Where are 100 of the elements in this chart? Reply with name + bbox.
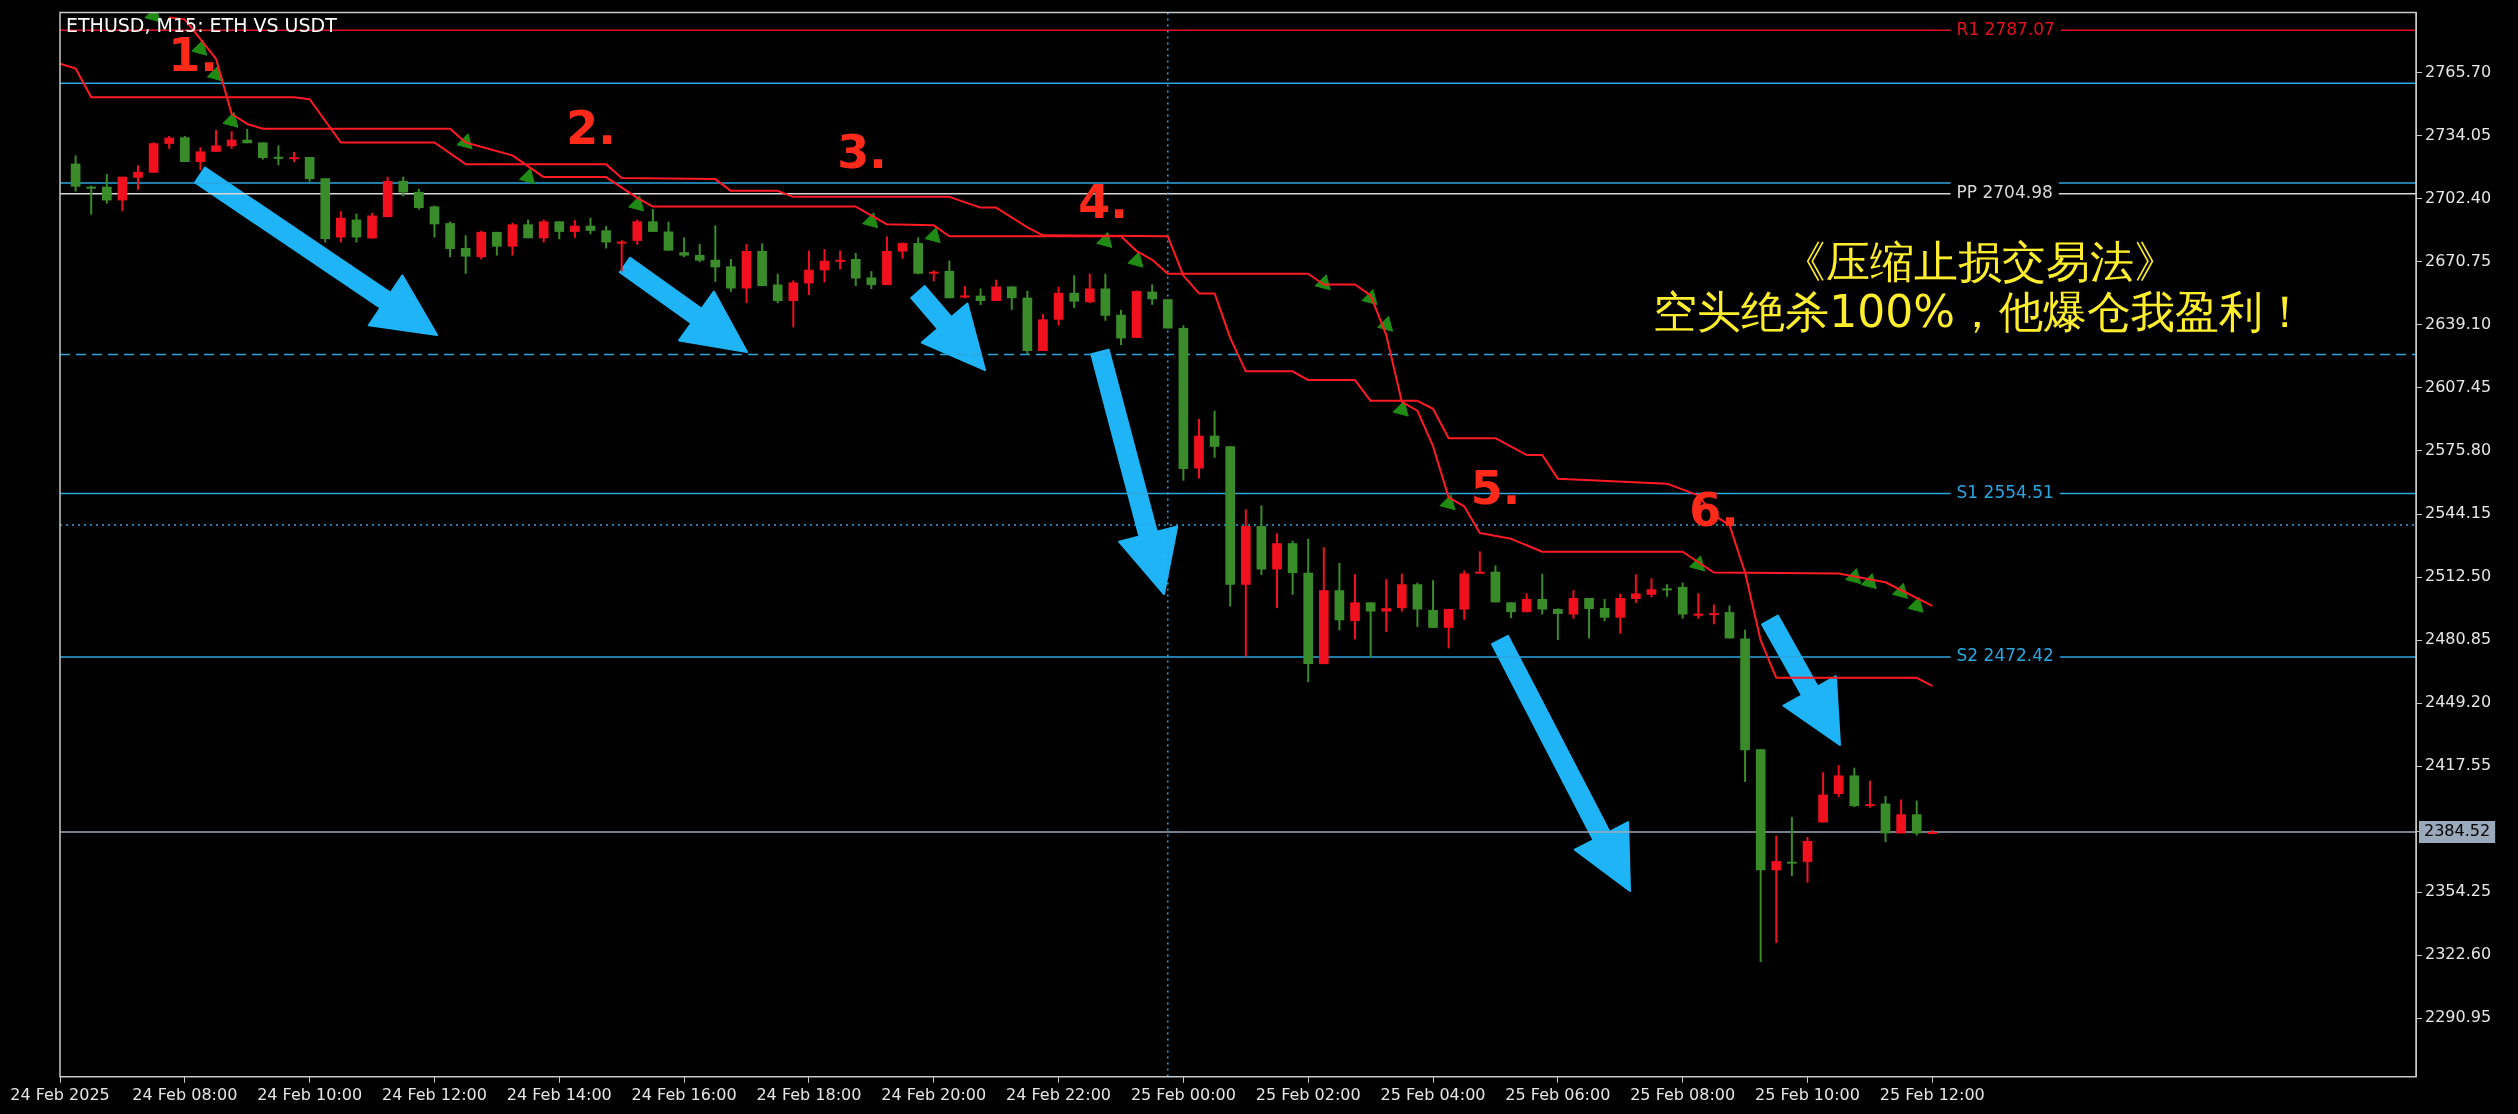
candlestick <box>1568 589 1579 620</box>
candlestick <box>1833 764 1844 799</box>
candlestick <box>679 236 689 259</box>
y-tick-label: 2512.50 <box>2425 566 2492 586</box>
candlestick <box>1709 603 1719 626</box>
candlestick <box>336 210 346 244</box>
y-tick-label: 2702.40 <box>2425 187 2492 207</box>
point <box>1096 231 1113 248</box>
candlestick <box>601 224 611 250</box>
y-tick-label: 2417.55 <box>2425 755 2492 775</box>
candlestick <box>788 279 799 329</box>
point <box>222 111 239 128</box>
candlestick <box>648 207 658 233</box>
candlestick <box>1365 601 1376 659</box>
candlestick <box>273 144 284 167</box>
candlestick <box>710 224 721 283</box>
candlestick <box>429 204 440 239</box>
candlestick <box>304 156 315 183</box>
candlestick <box>1428 579 1438 629</box>
ref-line-label: S2 2472.42 <box>1956 645 2054 666</box>
y-tick-label: 2322.60 <box>2425 944 2492 964</box>
candlestick <box>694 243 705 264</box>
ref-line-label: PP 2704.98 <box>1956 182 2053 203</box>
candlestick <box>1615 592 1626 635</box>
x-tick-label: 25 Feb 08:00 <box>1630 1084 1736 1104</box>
point <box>1907 596 1924 613</box>
candlestick <box>101 173 112 205</box>
y-tick-label: 2734.05 <box>2425 124 2492 144</box>
x-tick-label: 24 Feb 10:00 <box>257 1084 363 1104</box>
candlestick <box>1006 285 1017 311</box>
candlestick <box>1896 798 1906 835</box>
candlestick <box>726 257 736 293</box>
x-tick-label: 24 Feb 2025 <box>10 1084 110 1104</box>
candlestick <box>804 249 814 297</box>
candlestick <box>1771 834 1782 945</box>
candlestick <box>1084 272 1095 305</box>
x-tick-label: 25 Feb 12:00 <box>1879 1084 1985 1104</box>
candlestick <box>1599 597 1610 623</box>
annotation: 3. <box>837 124 887 179</box>
y-tick-label: 2607.45 <box>2425 377 2492 397</box>
x-tick-label: 25 Feb 00:00 <box>1130 1084 1236 1104</box>
annotation: 《压缩止损交易法》 <box>1782 236 2179 288</box>
candlestick <box>835 249 845 271</box>
annotation: 2. <box>566 100 616 155</box>
candlestick <box>1443 607 1454 650</box>
candlestick <box>414 187 424 211</box>
candlestick <box>538 218 549 244</box>
candlestick <box>1693 592 1704 620</box>
point <box>924 227 941 244</box>
point <box>1439 494 1456 511</box>
candlestick <box>772 272 783 305</box>
x-tick-label: 25 Feb 10:00 <box>1755 1084 1860 1104</box>
y-tick-label: 2480.85 <box>2425 629 2492 649</box>
candlestick <box>1147 283 1158 306</box>
candlestick <box>850 252 861 288</box>
candlestick <box>1537 572 1548 616</box>
ref-line-label: S1 2554.51 <box>1956 481 2054 502</box>
candlestick <box>1631 573 1641 604</box>
x-tick-label: 24 Feb 16:00 <box>631 1084 737 1104</box>
candlestick <box>1911 799 1922 837</box>
annotation: 空头绝杀100%，他爆仓我盈利！ <box>1653 286 2308 338</box>
candlestick <box>195 146 206 172</box>
candlestick <box>1069 274 1080 310</box>
y-tick-label: 2354.25 <box>2425 881 2492 901</box>
candlestick <box>1802 835 1813 884</box>
y-tick-label: 2290.95 <box>2425 1007 2492 1027</box>
x-tick-label: 24 Feb 22:00 <box>1006 1084 1112 1104</box>
candlestick <box>663 220 674 252</box>
candlestick <box>117 175 128 213</box>
point <box>1392 400 1409 417</box>
candlestick <box>616 239 627 273</box>
candlestick <box>1865 779 1875 809</box>
x-tick-label: 25 Feb 04:00 <box>1380 1084 1486 1104</box>
candlestick <box>1381 578 1392 633</box>
point <box>1127 251 1144 268</box>
candlestick <box>133 164 143 191</box>
ref-line-label: R1 2787.07 <box>1956 18 2055 39</box>
x-tick-label: 24 Feb 08:00 <box>132 1084 238 1104</box>
x-tick-label: 24 Feb 18:00 <box>756 1084 862 1104</box>
candlestick <box>1116 308 1126 347</box>
candlestick <box>367 211 377 240</box>
candlestick <box>1584 596 1594 640</box>
point <box>628 195 645 212</box>
x-tick-label: 24 Feb 20:00 <box>881 1084 987 1104</box>
candlestick <box>86 184 97 216</box>
y-tick-label: 2449.20 <box>2425 692 2492 712</box>
candlestick <box>70 154 81 193</box>
x-tick-label: 24 Feb 14:00 <box>506 1084 612 1104</box>
y-tick-label: 2639.10 <box>2425 314 2492 334</box>
candlestick <box>1350 573 1360 641</box>
candlestick <box>507 221 518 257</box>
candlestick <box>1553 607 1563 642</box>
candlestick <box>460 234 471 275</box>
point <box>518 167 535 184</box>
y-tick-label: 2670.75 <box>2425 251 2492 271</box>
candlestick <box>1396 572 1407 613</box>
y-tick-label: 2575.80 <box>2425 440 2492 460</box>
point <box>862 212 879 229</box>
candlestick <box>632 218 643 246</box>
candlestick <box>1787 815 1797 878</box>
